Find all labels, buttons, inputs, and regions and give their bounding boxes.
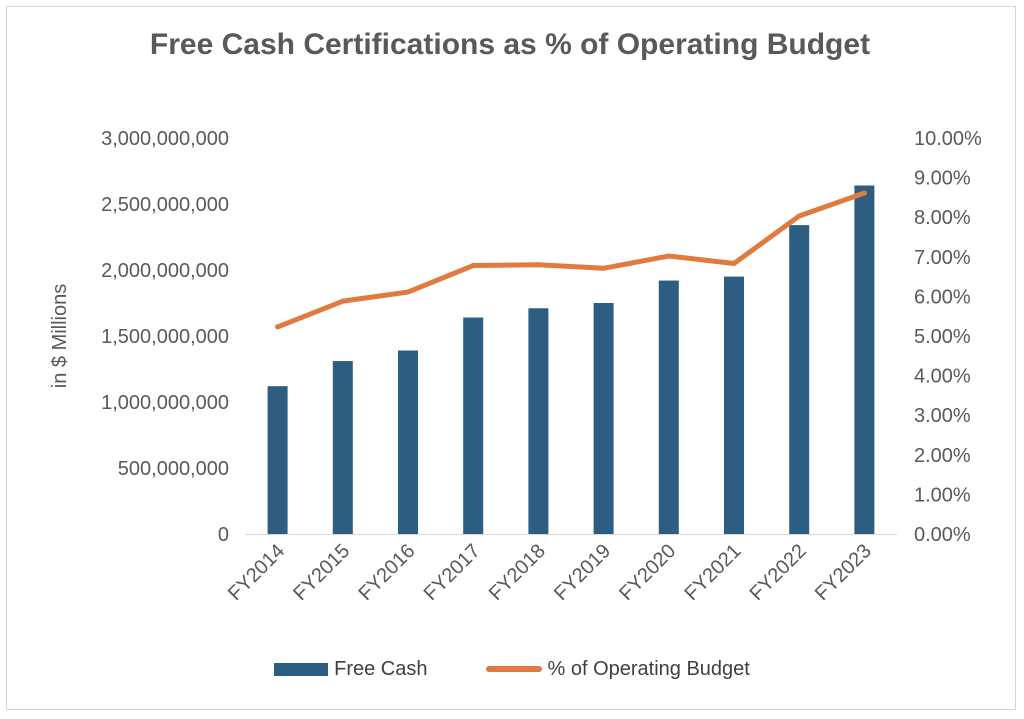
- bar-free-cash: [398, 350, 418, 534]
- line-point-percent: [405, 289, 411, 295]
- legend-item-percent: % of Operating Budget: [485, 657, 750, 681]
- bar-free-cash: [593, 303, 614, 534]
- x-tick-label: FY2017: [420, 540, 485, 605]
- y2-tick-label: 6.00%: [914, 286, 971, 308]
- y-tick-label: 0: [218, 524, 229, 546]
- line-point-percent: [601, 265, 607, 271]
- bar-free-cash: [332, 361, 353, 534]
- y2-tick-label: 1.00%: [914, 484, 971, 506]
- line-point-percent: [796, 213, 802, 219]
- bar-free-cash: [267, 386, 288, 534]
- bar-free-cash: [528, 308, 549, 534]
- chart-title: Free Cash Certifications as % of Operati…: [149, 28, 871, 61]
- y2-tick-label: 3.00%: [914, 405, 971, 427]
- legend-swatch-free-cash: [274, 662, 329, 676]
- y2-tick-label: 4.00%: [914, 366, 971, 388]
- x-tick-label: FY2016: [354, 540, 419, 605]
- legend-label-free-cash: Free Cash: [334, 657, 428, 680]
- y-axis-label: in $ Millions: [49, 284, 71, 388]
- x-tick-label: FY2018: [485, 540, 550, 605]
- line-point-percent: [340, 298, 346, 304]
- chart-legend: Free Cash % of Operating Budget: [0, 654, 1024, 684]
- legend-label-percent: % of Operating Budget: [547, 657, 750, 680]
- line-point-percent: [535, 262, 541, 268]
- legend-swatch-percent: [485, 666, 542, 672]
- x-tick-label: FY2014: [224, 540, 289, 605]
- x-tick-label: FY2019: [550, 540, 615, 605]
- y-tick-label: 1,500,000,000: [101, 326, 229, 348]
- y2-tick-label: 8.00%: [914, 207, 971, 229]
- y2-tick-label: 10.00%: [914, 128, 982, 150]
- x-tick-label: FY2020: [615, 540, 680, 605]
- y2-tick-label: 9.00%: [914, 168, 971, 190]
- y-tick-label: 500,000,000: [118, 458, 229, 480]
- y-tick-label: 2,500,000,000: [101, 194, 229, 216]
- line-point-percent: [666, 253, 672, 259]
- line-point-percent: [275, 324, 281, 330]
- line-point-percent: [470, 263, 476, 269]
- x-tick-label: FY2022: [746, 540, 811, 605]
- chart-frame: [6, 6, 1016, 710]
- y2-tick-label: 2.00%: [914, 445, 971, 467]
- line-point-percent: [731, 261, 737, 267]
- bar-free-cash: [463, 317, 484, 534]
- bar-free-cash: [854, 185, 875, 534]
- y2-tick-label: 5.00%: [914, 326, 971, 348]
- x-tick-label: FY2023: [811, 540, 876, 605]
- y-tick-label: 1,000,000,000: [101, 392, 229, 414]
- line-point-percent: [861, 190, 867, 196]
- y2-tick-label: 7.00%: [914, 247, 971, 269]
- bar-free-cash: [789, 225, 810, 534]
- line-percent-operating-budget: [275, 190, 867, 330]
- y-tick-label: 2,000,000,000: [101, 260, 229, 282]
- y-tick-label: 3,000,000,000: [101, 128, 229, 150]
- y2-tick-label: 0.00%: [914, 524, 971, 546]
- x-tick-label: FY2015: [289, 540, 354, 605]
- bar-free-cash: [658, 280, 679, 534]
- x-tick-label: FY2021: [680, 540, 745, 605]
- bar-free-cash: [724, 276, 744, 534]
- legend-item-free-cash: Free Cash: [274, 657, 428, 681]
